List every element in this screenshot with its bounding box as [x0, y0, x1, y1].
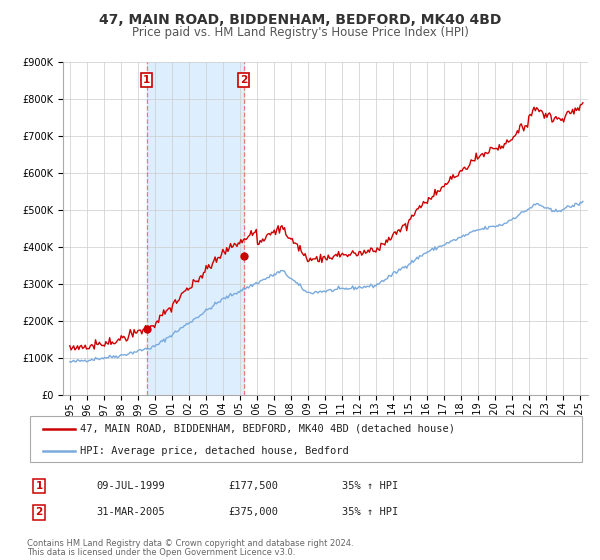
Text: 09-JUL-1999: 09-JUL-1999	[96, 481, 165, 491]
Text: 1: 1	[143, 75, 150, 85]
Text: £177,500: £177,500	[228, 481, 278, 491]
Text: HPI: Average price, detached house, Bedford: HPI: Average price, detached house, Bedf…	[80, 446, 349, 455]
Text: 31-MAR-2005: 31-MAR-2005	[96, 507, 165, 517]
Text: 47, MAIN ROAD, BIDDENHAM, BEDFORD, MK40 4BD: 47, MAIN ROAD, BIDDENHAM, BEDFORD, MK40 …	[99, 13, 501, 27]
Text: This data is licensed under the Open Government Licence v3.0.: This data is licensed under the Open Gov…	[27, 548, 295, 557]
Text: 35% ↑ HPI: 35% ↑ HPI	[342, 507, 398, 517]
Text: 47, MAIN ROAD, BIDDENHAM, BEDFORD, MK40 4BD (detached house): 47, MAIN ROAD, BIDDENHAM, BEDFORD, MK40 …	[80, 424, 455, 434]
Text: 2: 2	[35, 507, 43, 517]
Text: 35% ↑ HPI: 35% ↑ HPI	[342, 481, 398, 491]
Bar	[146, 62, 244, 395]
Text: Price paid vs. HM Land Registry's House Price Index (HPI): Price paid vs. HM Land Registry's House …	[131, 26, 469, 39]
Text: 1: 1	[35, 481, 43, 491]
Text: Contains HM Land Registry data © Crown copyright and database right 2024.: Contains HM Land Registry data © Crown c…	[27, 539, 353, 548]
Text: £375,000: £375,000	[228, 507, 278, 517]
Text: 2: 2	[241, 75, 248, 85]
